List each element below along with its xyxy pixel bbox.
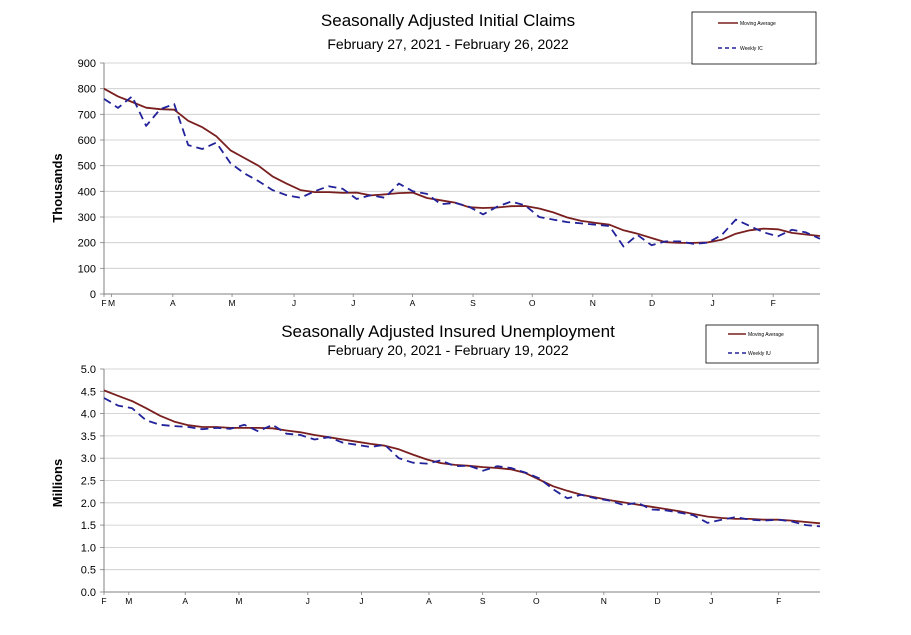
x-tick-label: J bbox=[292, 298, 296, 308]
y-tick-label: 0.0 bbox=[81, 587, 96, 599]
y-tick-label: 800 bbox=[78, 84, 96, 96]
y-axis-label: Millions bbox=[50, 459, 65, 507]
y-tick-labels: 0.0 0.5 1.0 1.5 2.0 2.5 3.0 3.5 4.0 4.5 5.0 bbox=[81, 364, 96, 599]
x-tick-label: M bbox=[108, 298, 115, 308]
axes bbox=[100, 62, 820, 297]
y-tick-label: 700 bbox=[78, 109, 96, 121]
x-tick-label: O bbox=[529, 298, 536, 308]
x-tick-label: J bbox=[306, 596, 310, 606]
legend-box bbox=[691, 11, 817, 65]
y-tick-label: 3.5 bbox=[81, 431, 96, 443]
x-tick-label: F bbox=[101, 298, 106, 308]
y-tick-label: 1.0 bbox=[81, 542, 96, 554]
x-tick-label: M bbox=[125, 596, 132, 606]
y-tick-label: 4.5 bbox=[81, 386, 96, 398]
y-tick-labels: 0 100 200 300 400 500 600 700 800 900 bbox=[78, 58, 96, 301]
x-tick-label: M bbox=[229, 298, 236, 308]
legend-label-moving-average: Moving Average bbox=[740, 21, 776, 27]
x-tick-label: J bbox=[351, 298, 355, 308]
x-tick-label: S bbox=[480, 596, 486, 606]
y-axis-label: Thousands bbox=[50, 153, 65, 222]
gridlines bbox=[104, 368, 820, 593]
x-tick-label: N bbox=[601, 596, 607, 606]
y-tick-label: 100 bbox=[78, 263, 96, 275]
chart-subtitle: February 20, 2021 - February 19, 2022 bbox=[327, 342, 568, 358]
x-tick-label: J bbox=[710, 298, 714, 308]
x-tick-label: A bbox=[170, 298, 176, 308]
y-tick-label: 600 bbox=[78, 135, 96, 147]
legend-label-weekly-iu: Weekly IU bbox=[748, 351, 771, 357]
chart-title: Seasonally Adjusted Initial Claims bbox=[321, 11, 575, 30]
x-tick-label: N bbox=[590, 298, 596, 308]
series-lines bbox=[103, 389, 821, 528]
weekly-series-line bbox=[103, 397, 821, 528]
y-tick-label: 4.0 bbox=[81, 409, 96, 421]
y-tick-label: 2.5 bbox=[81, 476, 96, 488]
y-tick-label: 900 bbox=[78, 58, 96, 70]
y-tick-label: 400 bbox=[78, 186, 96, 198]
chart-subtitle: February 27, 2021 - February 26, 2022 bbox=[327, 36, 568, 52]
y-tick-label: 1.5 bbox=[81, 520, 96, 532]
y-tick-label: 3.0 bbox=[81, 453, 96, 465]
x-tick-label: O bbox=[533, 596, 540, 606]
legend-label-weekly-ic: Weekly IC bbox=[740, 46, 763, 52]
x-tick-label: J bbox=[709, 596, 713, 606]
x-tick-label: J bbox=[359, 596, 363, 606]
gridlines bbox=[104, 62, 820, 295]
y-tick-label: 200 bbox=[78, 238, 96, 250]
x-tick-label: A bbox=[426, 596, 432, 606]
weekly-series-line bbox=[103, 95, 821, 248]
y-tick-label: 5.0 bbox=[81, 364, 96, 376]
x-tick-label: F bbox=[776, 596, 781, 606]
axes bbox=[100, 368, 820, 595]
chart-title: Seasonally Adjusted Insured Unemployment bbox=[281, 322, 615, 341]
insured-unemployment-chart: Seasonally Adjusted Insured Unemployment… bbox=[50, 322, 821, 606]
y-tick-label: 500 bbox=[78, 161, 96, 173]
legend-box bbox=[705, 324, 819, 364]
x-tick-label: A bbox=[182, 596, 188, 606]
x-tick-label: F bbox=[771, 298, 776, 308]
x-tick-label: D bbox=[649, 298, 655, 308]
legend: Moving Average Weekly IC bbox=[691, 11, 817, 65]
x-tick-label: F bbox=[101, 596, 106, 606]
moving-average-series-line bbox=[103, 389, 821, 525]
x-tick-label: M bbox=[235, 596, 242, 606]
y-tick-label: 300 bbox=[78, 212, 96, 224]
legend: Moving Average Weekly IU bbox=[705, 324, 819, 364]
y-tick-label: 0.5 bbox=[81, 565, 96, 577]
legend-label-moving-average: Moving Average bbox=[748, 332, 784, 338]
x-tick-label: A bbox=[410, 298, 416, 308]
y-tick-label: 0 bbox=[90, 289, 96, 301]
x-tick-label: D bbox=[654, 596, 660, 606]
x-tick-label: S bbox=[470, 298, 476, 308]
series-lines bbox=[103, 87, 821, 248]
initial-claims-chart: Seasonally Adjusted Initial Claims Febru… bbox=[50, 11, 821, 308]
y-tick-label: 2.0 bbox=[81, 498, 96, 510]
